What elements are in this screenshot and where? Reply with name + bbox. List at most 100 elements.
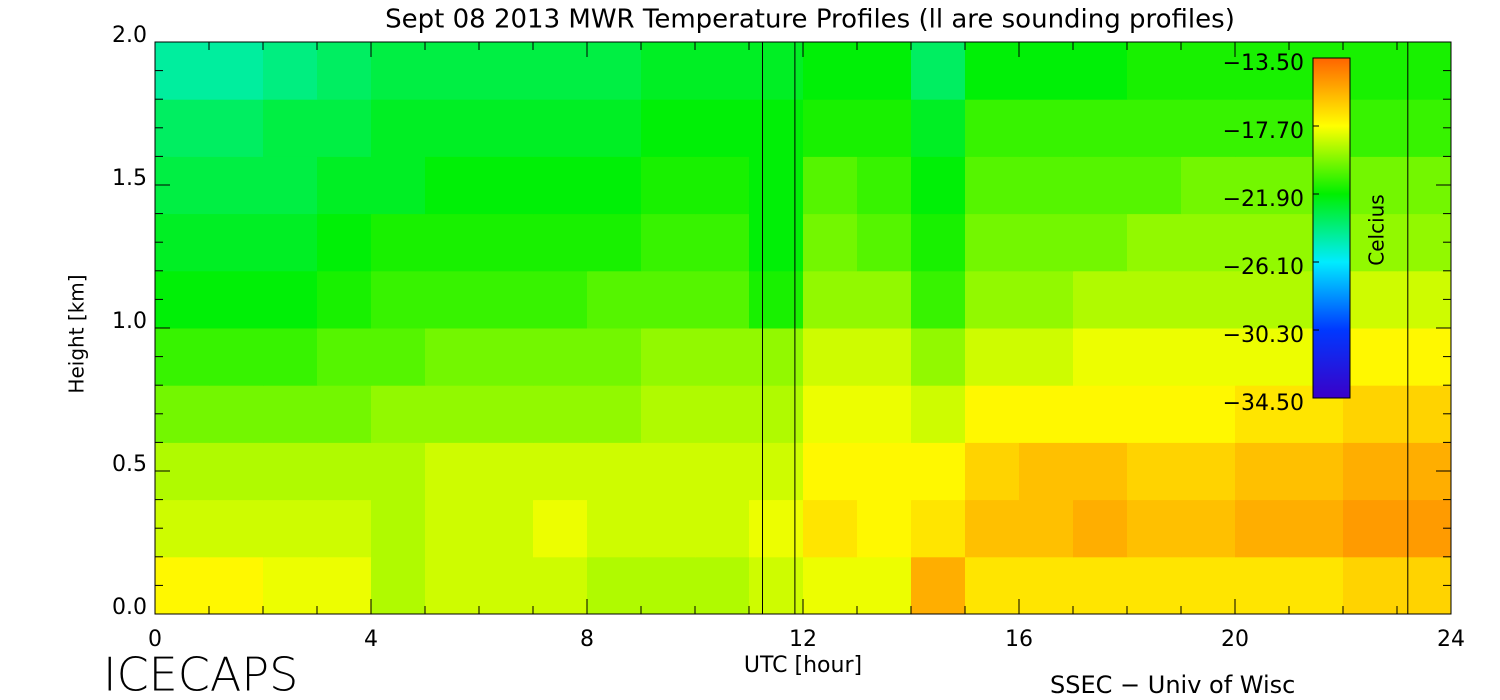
colorbar-tick-label: −34.50 — [1223, 391, 1304, 416]
heatmap-cell — [965, 99, 1020, 157]
heatmap-cell — [263, 328, 318, 386]
heatmap-cell — [911, 556, 966, 615]
heatmap-cell — [641, 442, 696, 501]
heatmap-cell — [965, 42, 1020, 100]
heatmap-cell — [263, 556, 318, 615]
heatmap-cell — [1019, 42, 1074, 100]
x-axis-label: UTC [hour] — [744, 653, 862, 678]
heatmap-cell — [263, 270, 318, 329]
heatmap-cell — [1127, 385, 1182, 443]
heatmap-cell — [1019, 556, 1074, 615]
heatmap-cell — [425, 213, 480, 272]
heatmap-cell — [155, 385, 210, 443]
heatmap-cell — [1343, 270, 1398, 329]
heatmap-cell — [1343, 156, 1398, 215]
heatmap-cell — [1343, 99, 1398, 157]
heatmap-cell — [425, 156, 480, 215]
heatmap-cell — [209, 328, 264, 386]
heatmap-cell — [1019, 270, 1074, 329]
heatmap-cell — [425, 328, 480, 386]
heatmap-cell — [1289, 556, 1344, 615]
heatmap-cell — [479, 499, 534, 558]
y-tick-label: 0.0 — [112, 595, 147, 620]
heatmap-cell — [209, 499, 264, 558]
heatmap-cell — [1019, 385, 1074, 443]
heatmap-cell — [857, 213, 912, 272]
heatmap-cell — [263, 442, 318, 501]
heatmap-cell — [1073, 442, 1128, 501]
heatmap-cell — [209, 270, 264, 329]
heatmap-cell — [425, 499, 480, 558]
x-tick-label: 20 — [1221, 627, 1249, 652]
heatmap-cell — [425, 99, 480, 157]
y-tick-label: 1.0 — [112, 309, 147, 334]
heatmap-cell — [1397, 385, 1452, 443]
heatmap-cell — [1235, 442, 1290, 501]
heatmap-cell — [317, 328, 372, 386]
heatmap-cell — [587, 385, 642, 443]
heatmap-cell — [587, 328, 642, 386]
heatmap-cell — [1235, 328, 1290, 386]
heatmap-cell — [803, 385, 858, 443]
heatmap-cell — [641, 499, 696, 558]
heatmap-cell — [965, 156, 1020, 215]
heatmap-cell — [371, 270, 426, 329]
heatmap-cell — [587, 270, 642, 329]
heatmap-cell — [1127, 556, 1182, 615]
heatmap-cell — [1019, 499, 1074, 558]
heatmap-cell — [695, 270, 750, 329]
heatmap-cell — [533, 156, 588, 215]
heatmap-cell — [857, 42, 912, 100]
heatmap-cell — [263, 42, 318, 100]
chart-title: Sept 08 2013 MWR Temperature Profiles (l… — [385, 5, 1235, 35]
heatmap-cell — [803, 213, 858, 272]
heatmap-cell — [695, 385, 750, 443]
heatmap-cell — [1127, 270, 1182, 329]
colorbar-tick-label: −17.70 — [1223, 119, 1304, 144]
heatmap-cell — [965, 442, 1020, 501]
x-tick-label: 8 — [580, 627, 594, 652]
heatmap-cell — [263, 499, 318, 558]
heatmap-cell — [1073, 42, 1128, 100]
heatmap-cell — [209, 213, 264, 272]
heatmap-cell — [587, 556, 642, 615]
heatmap-cell — [641, 270, 696, 329]
heatmap-cell — [479, 156, 534, 215]
heatmap-cell — [1397, 270, 1452, 329]
heatmap-cell — [803, 499, 858, 558]
heatmap-cell — [425, 442, 480, 501]
heatmap-cell — [533, 556, 588, 615]
heatmap-cell — [479, 442, 534, 501]
heatmap-cell — [1019, 213, 1074, 272]
heatmap-cell — [209, 385, 264, 443]
heatmap-cell — [911, 499, 966, 558]
heatmap-cell — [857, 385, 912, 443]
heatmap-cell — [857, 156, 912, 215]
heatmap-cell — [1073, 99, 1128, 157]
heatmap-cell — [803, 442, 858, 501]
heatmap-cell — [641, 156, 696, 215]
colorbar — [1312, 57, 1351, 399]
heatmap-cell — [1235, 499, 1290, 558]
heatmap-cell — [965, 270, 1020, 329]
heatmap-cell — [587, 499, 642, 558]
colorbar-tick-label: −30.30 — [1223, 323, 1304, 348]
heatmap-cell — [1235, 156, 1290, 215]
heatmap-cell — [1343, 442, 1398, 501]
heatmap-cell — [857, 270, 912, 329]
heatmap-cell — [1181, 328, 1236, 386]
heatmap-cell — [371, 156, 426, 215]
heatmap-cell — [1397, 99, 1452, 157]
heatmap-cell — [803, 556, 858, 615]
heatmap-cell — [1289, 442, 1344, 501]
heatmap-cell — [317, 42, 372, 100]
heatmap-cell — [695, 556, 750, 615]
heatmap-cell — [803, 156, 858, 215]
colorbar-label: Celcius — [1365, 194, 1389, 265]
heatmap-cell — [1127, 499, 1182, 558]
x-tick-label: 16 — [1005, 627, 1033, 652]
colorbar-tick-label: −26.10 — [1223, 255, 1304, 280]
y-tick-label: 0.5 — [112, 452, 147, 477]
heatmap-cell — [1235, 42, 1290, 100]
